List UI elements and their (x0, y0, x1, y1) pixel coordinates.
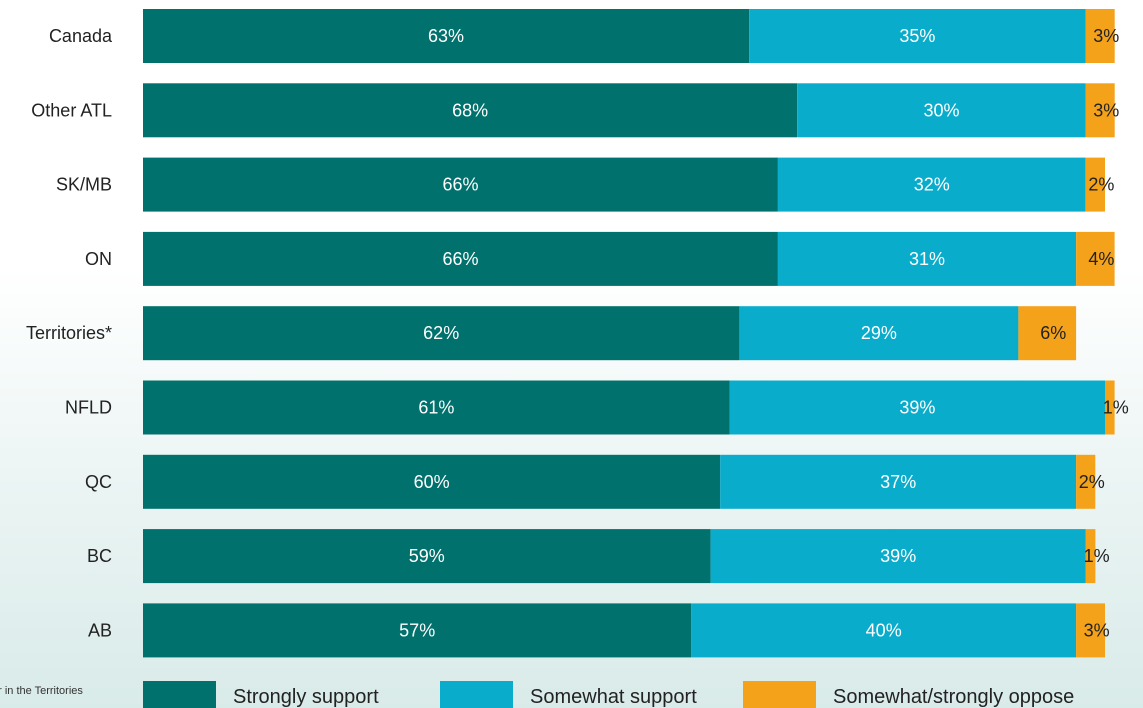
data-label: 29% (861, 323, 897, 343)
bar-segment (1076, 231, 1115, 286)
data-label: 1% (1084, 546, 1110, 566)
data-label: 3% (1093, 26, 1119, 46)
bar-segment (143, 231, 778, 286)
data-label: 66% (442, 175, 478, 195)
bar-segment (1018, 306, 1077, 361)
category-label: NFLD (65, 398, 112, 418)
data-label: 6% (1040, 323, 1066, 343)
data-label: 61% (418, 398, 454, 418)
bar-segment (720, 454, 1077, 509)
data-label: 37% (880, 472, 916, 492)
category-label: QC (85, 472, 112, 492)
bar-segment (143, 83, 798, 138)
data-label: 59% (409, 546, 445, 566)
bar-segment (710, 529, 1086, 584)
footnote: er in the Territories (0, 685, 83, 697)
legend-swatch (143, 681, 216, 708)
bar-segment (1085, 9, 1115, 63)
legend-label: Somewhat/strongly oppose (833, 686, 1074, 708)
bar-segment (143, 454, 721, 509)
legend-label: Somewhat support (530, 686, 697, 708)
data-label: 40% (866, 620, 902, 640)
bar-segment (143, 603, 692, 658)
bar-segment (1076, 603, 1105, 658)
data-label: 66% (442, 249, 478, 269)
bar-segment (143, 157, 778, 212)
data-label: 30% (923, 100, 959, 120)
data-label: 32% (914, 175, 950, 195)
category-label: BC (87, 546, 112, 566)
category-label: Other ATL (31, 100, 112, 120)
bar-segment (1085, 83, 1115, 138)
data-label: 62% (423, 323, 459, 343)
legend-label: Strongly support (233, 686, 379, 708)
bar-segment (143, 529, 711, 584)
category-label: SK/MB (56, 175, 112, 195)
data-label: 39% (880, 546, 916, 566)
category-label: ON (85, 249, 112, 269)
category-label: Territories* (26, 323, 112, 343)
data-label: 35% (899, 26, 935, 46)
bar-segment (739, 306, 1019, 361)
bar-segment (1085, 529, 1096, 584)
data-label: 3% (1093, 100, 1119, 120)
bar-segment (143, 380, 730, 435)
data-label: 2% (1079, 472, 1105, 492)
category-label: AB (88, 620, 112, 640)
data-label: 1% (1103, 398, 1129, 418)
bar-segment (143, 306, 740, 361)
bar-segment (143, 9, 750, 63)
category-label: Canada (49, 26, 113, 46)
data-label: 3% (1084, 620, 1110, 640)
data-label: 4% (1088, 249, 1114, 269)
bar-segment (729, 380, 1105, 435)
data-label: 57% (399, 620, 435, 640)
bar-segment (691, 603, 1077, 658)
bar-segment (1085, 157, 1105, 212)
data-label: 60% (414, 472, 450, 492)
bar-segment (797, 83, 1086, 138)
bar-segment (749, 9, 1086, 63)
bar-segment (1076, 454, 1096, 509)
data-label: 68% (452, 100, 488, 120)
bar-segment (1105, 380, 1115, 435)
legend-swatch (440, 681, 513, 708)
legend-swatch (743, 681, 816, 708)
data-label: 31% (909, 249, 945, 269)
data-label: 39% (899, 398, 935, 418)
data-label: 2% (1088, 175, 1114, 195)
bar-segment (777, 231, 1077, 286)
data-label: 63% (428, 26, 464, 46)
bar-segment (777, 157, 1086, 212)
